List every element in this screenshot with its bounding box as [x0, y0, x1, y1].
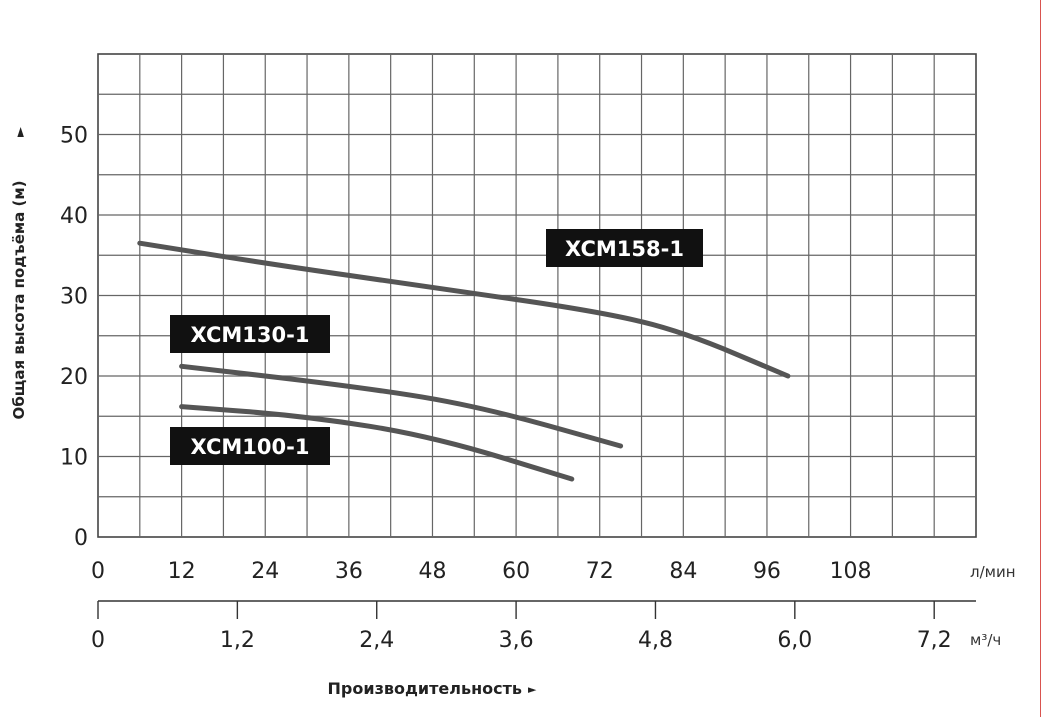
x-tick-label: 12: [168, 559, 196, 584]
x-axis-title: Производительность: [328, 679, 522, 698]
page-edge-rule: [1040, 0, 1041, 717]
series-line-xcm158-1: [137, 240, 791, 379]
y-tick-label: 40: [60, 204, 88, 229]
series-label-box: [170, 315, 330, 353]
x-axis-unit: л/мин: [970, 563, 1016, 581]
x2-tick-label: 4,8: [638, 628, 673, 653]
y-tick-label: 10: [60, 446, 88, 471]
x-tick-label: 60: [502, 559, 530, 584]
x-tick-label: 84: [669, 559, 697, 584]
x2-tick-label: 3,6: [499, 628, 534, 653]
x2-tick-label: 0: [91, 628, 105, 653]
x2-tick-label: 7,2: [917, 628, 952, 653]
x-tick-label: 72: [586, 559, 614, 584]
series-label-box: [546, 229, 703, 267]
series-label-xcm158-1: XCM158-1: [565, 237, 684, 261]
series-label-box: [170, 427, 330, 465]
x-tick-label: 96: [753, 559, 781, 584]
series-line-xcm100-1: [179, 404, 575, 482]
x-tick-label: 0: [91, 559, 105, 584]
x-tick-label: 24: [251, 559, 279, 584]
x-tick-label: 108: [830, 559, 872, 584]
y-tick-label: 0: [74, 526, 88, 551]
y-tick-label: 50: [60, 124, 88, 149]
curves: [137, 240, 791, 482]
y-axis-title: Общая высота подъёма (м): [10, 181, 28, 420]
series-label-xcm100-1: XCM100-1: [191, 435, 310, 459]
x2-tick-label: 1,2: [220, 628, 255, 653]
y-tick-label: 20: [60, 365, 88, 390]
x2-tick-label: 2,4: [359, 628, 394, 653]
x-tick-label: 36: [335, 559, 363, 584]
series-labels: XCM158-1 XCM130-1 XCM100-1: [170, 229, 703, 465]
x-axis-arrow: ►: [528, 683, 537, 696]
x-tick-label: 48: [418, 559, 446, 584]
x2-axis-unit: м³/ч: [970, 631, 1001, 649]
series-label-xcm130-1: XCM130-1: [191, 323, 310, 347]
axes: 0 10 20 30 40 50 0 12 24 36 48 60 72 84 96 108 0 1,2 2,4 3,…: [60, 124, 976, 653]
y-tick-label: 30: [60, 285, 88, 310]
series-line-xcm130-1: [179, 363, 624, 449]
y-axis-arrow: ►: [13, 127, 28, 137]
x2-tick-label: 6,0: [777, 628, 812, 653]
